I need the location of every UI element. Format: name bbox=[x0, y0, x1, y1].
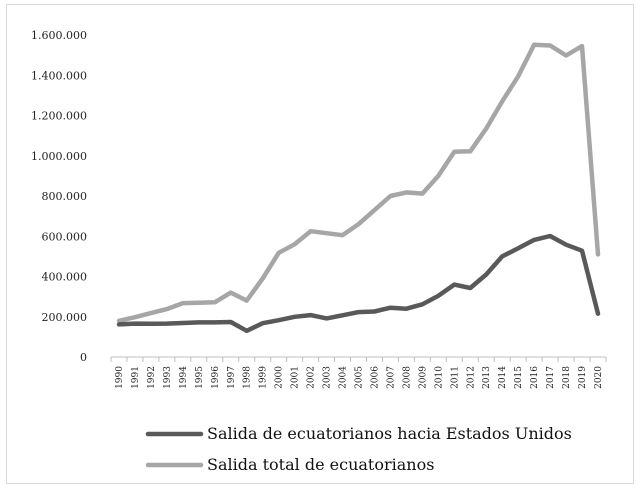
x-tick-label: 2005 bbox=[355, 366, 365, 389]
x-tick-label: 2008 bbox=[402, 366, 412, 389]
x-tick-label: 2003 bbox=[323, 366, 333, 389]
x-tick-label: 1993 bbox=[163, 366, 173, 389]
y-tick-label: 1.600.000 bbox=[31, 29, 87, 42]
y-tick-label: 400.000 bbox=[42, 271, 88, 284]
x-tick-label: 1998 bbox=[243, 366, 253, 389]
y-tick-label: 1.200.000 bbox=[31, 110, 87, 123]
x-tick-label: 2014 bbox=[498, 366, 508, 389]
x-tick-label: 2020 bbox=[594, 366, 604, 389]
x-tick-label: 2006 bbox=[370, 366, 380, 389]
x-tick-label: 2011 bbox=[450, 366, 460, 389]
y-tick-label: 800.000 bbox=[42, 190, 88, 203]
x-tick-label: 1990 bbox=[115, 366, 125, 389]
x-tick-label: 2018 bbox=[562, 366, 572, 389]
x-tick-label: 2016 bbox=[530, 366, 540, 389]
x-tick-label: 2002 bbox=[307, 366, 317, 389]
x-tick-label: 2007 bbox=[386, 366, 396, 389]
series-line-total bbox=[116, 42, 601, 324]
series-line-estados-unidos bbox=[116, 233, 601, 334]
legend-label: Salida total de ecuatorianos bbox=[207, 455, 434, 474]
legend-label: Salida de ecuatorianos hacia Estados Uni… bbox=[207, 424, 572, 443]
x-tick-label: 2000 bbox=[275, 366, 285, 389]
x-tick-label: 1994 bbox=[179, 366, 189, 389]
y-tick-label: 1.400.000 bbox=[31, 69, 87, 82]
x-tick-label: 2013 bbox=[482, 366, 492, 389]
x-tick-label: 1991 bbox=[131, 366, 141, 389]
x-tick-label: 1995 bbox=[195, 366, 205, 389]
x-tick-label: 2004 bbox=[339, 366, 349, 389]
x-tick-label: 1999 bbox=[259, 366, 269, 389]
y-tick-label: 0 bbox=[80, 351, 87, 364]
x-tick-label: 2001 bbox=[291, 366, 301, 389]
x-tick-label: 2010 bbox=[434, 366, 444, 389]
x-tick-label: 1996 bbox=[211, 366, 221, 389]
x-tick-label: 2017 bbox=[546, 366, 556, 389]
x-tick-label: 1992 bbox=[147, 366, 157, 389]
x-tick-label: 2015 bbox=[514, 366, 524, 389]
x-tick-label: 1997 bbox=[227, 366, 237, 389]
x-tick-label: 2012 bbox=[466, 366, 476, 389]
y-tick-label: 1.000.000 bbox=[31, 150, 87, 163]
y-tick-label: 200.000 bbox=[42, 311, 88, 324]
y-tick-label: 600.000 bbox=[42, 230, 88, 243]
x-tick-label: 2009 bbox=[418, 366, 428, 389]
x-tick-label: 2019 bbox=[578, 366, 588, 389]
